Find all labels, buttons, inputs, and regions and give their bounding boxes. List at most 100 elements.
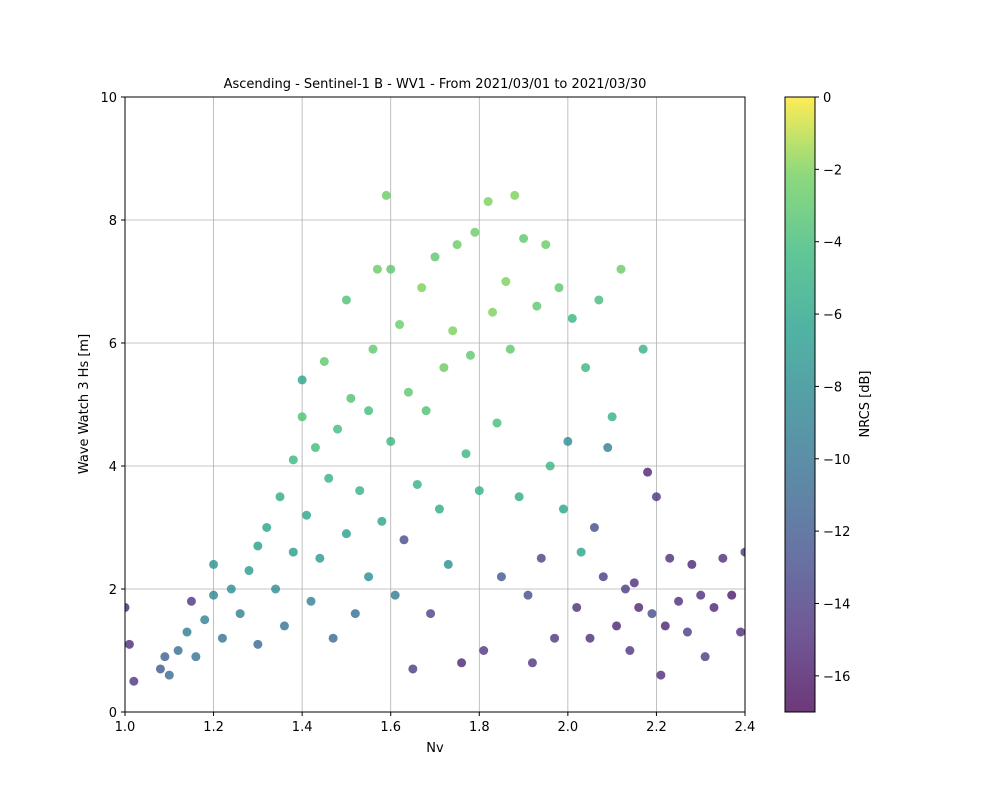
data-point bbox=[328, 633, 338, 643]
grid bbox=[124, 96, 746, 713]
data-point bbox=[598, 572, 608, 582]
data-point bbox=[470, 227, 480, 237]
data-point bbox=[310, 443, 320, 453]
data-point bbox=[377, 516, 387, 526]
data-point bbox=[297, 412, 307, 422]
data-point bbox=[656, 670, 666, 680]
data-point bbox=[302, 510, 312, 520]
data-point bbox=[186, 596, 196, 606]
colorbar-tick-label: −8 bbox=[823, 380, 842, 395]
colorbar-tick-label: −2 bbox=[823, 163, 842, 178]
data-point bbox=[576, 547, 586, 557]
x-tick-label: 1.6 bbox=[380, 720, 401, 735]
data-point bbox=[682, 627, 692, 637]
x-tick-label: 2.2 bbox=[646, 720, 667, 735]
data-point bbox=[461, 449, 471, 459]
data-point bbox=[372, 264, 382, 274]
data-point bbox=[430, 252, 440, 262]
data-point bbox=[297, 375, 307, 385]
data-point bbox=[629, 578, 639, 588]
data-point bbox=[408, 664, 418, 674]
data-point bbox=[355, 486, 365, 496]
data-point bbox=[603, 443, 613, 453]
data-point bbox=[306, 596, 316, 606]
data-point bbox=[501, 277, 511, 286]
points-layer bbox=[125, 190, 745, 686]
data-point bbox=[426, 609, 436, 619]
data-point bbox=[235, 609, 245, 619]
x-axis: 1.0 1.2 1.4 1.6 1.8 2.0 2.2 2.4 bbox=[115, 712, 756, 735]
data-point bbox=[651, 492, 661, 502]
data-point bbox=[448, 326, 458, 336]
data-point bbox=[226, 584, 236, 594]
data-point bbox=[572, 602, 582, 612]
x-tick-label: 1.4 bbox=[292, 720, 313, 735]
colorbar-tick-label: −6 bbox=[823, 308, 842, 323]
colorbar-tick-label: −4 bbox=[823, 236, 842, 251]
data-point bbox=[558, 504, 568, 514]
data-point bbox=[532, 301, 542, 311]
y-tick-label: 0 bbox=[109, 706, 117, 721]
data-point bbox=[620, 584, 630, 594]
data-point bbox=[718, 553, 728, 563]
colorbar-axis: 0 −2 −4 −6 −8 −10 −12 −14 −16 bbox=[815, 91, 850, 685]
colorbar-tick-label: 0 bbox=[823, 91, 831, 106]
data-point bbox=[364, 406, 374, 416]
colorbar-tick-label: −10 bbox=[823, 453, 850, 468]
data-point bbox=[594, 295, 604, 305]
data-point bbox=[634, 602, 644, 612]
chart-title: Ascending - Sentinel-1 B - WV1 - From 20… bbox=[224, 77, 647, 92]
colorbar-label: NRCS [dB] bbox=[858, 371, 873, 438]
data-point bbox=[253, 639, 263, 649]
data-point bbox=[545, 461, 555, 471]
data-point bbox=[386, 436, 396, 446]
data-point bbox=[395, 320, 405, 330]
data-point bbox=[607, 412, 617, 422]
y-tick-label: 4 bbox=[109, 460, 117, 475]
data-point bbox=[182, 627, 192, 637]
data-point bbox=[736, 627, 745, 637]
x-tick-label: 2.4 bbox=[735, 720, 756, 735]
data-point bbox=[271, 584, 281, 594]
data-point bbox=[696, 590, 706, 600]
data-point bbox=[275, 492, 285, 502]
data-point bbox=[200, 615, 210, 625]
colorbar bbox=[785, 97, 815, 712]
data-point bbox=[483, 197, 493, 207]
data-point bbox=[536, 553, 546, 563]
data-point bbox=[209, 559, 219, 569]
data-point bbox=[125, 602, 130, 612]
data-point bbox=[727, 590, 737, 600]
data-point bbox=[523, 590, 533, 600]
colorbar-tick-label: −14 bbox=[823, 597, 850, 612]
data-point bbox=[129, 676, 139, 686]
data-point bbox=[253, 541, 263, 551]
data-point bbox=[191, 652, 201, 662]
colorbar-tick-label: −16 bbox=[823, 670, 850, 685]
data-point bbox=[381, 190, 391, 200]
y-axis-label: Wave Watch 3 Hs [m] bbox=[77, 334, 92, 474]
data-point bbox=[674, 596, 684, 606]
data-point bbox=[217, 633, 227, 643]
data-point bbox=[125, 639, 134, 649]
data-point bbox=[350, 609, 360, 619]
data-point bbox=[612, 621, 622, 631]
plot-frame bbox=[124, 96, 746, 713]
data-point bbox=[567, 313, 577, 323]
data-point bbox=[244, 566, 254, 576]
data-point bbox=[443, 559, 453, 569]
colorbar-frame bbox=[784, 96, 816, 713]
data-point bbox=[457, 658, 467, 668]
data-point bbox=[346, 393, 356, 403]
data-point bbox=[665, 553, 675, 563]
data-point bbox=[412, 479, 422, 489]
data-point bbox=[709, 602, 719, 612]
data-point bbox=[616, 264, 626, 274]
data-point bbox=[514, 492, 524, 502]
data-point bbox=[262, 523, 272, 532]
data-point bbox=[550, 633, 560, 643]
data-point bbox=[315, 553, 325, 563]
colorbar-tick-label: −12 bbox=[823, 525, 850, 540]
